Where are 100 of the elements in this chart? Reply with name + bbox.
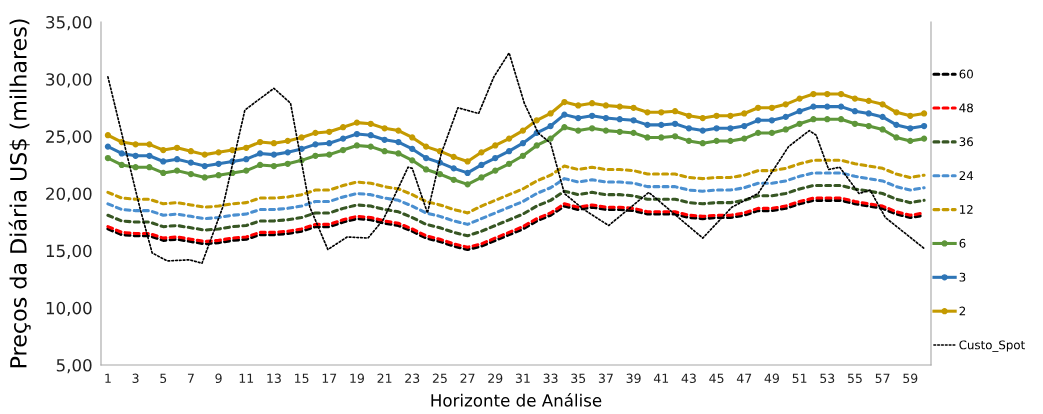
point [146, 152, 153, 159]
point [630, 104, 637, 111]
point [588, 100, 596, 107]
x-tick-label: 9 [215, 373, 222, 384]
legend-label: 6 [959, 238, 966, 248]
x-tick-label: 51 [792, 373, 807, 384]
x-tick-label: 29 [488, 373, 503, 384]
point [741, 110, 748, 117]
point [409, 157, 416, 164]
point [160, 169, 167, 177]
x-tick-label: 11 [239, 373, 254, 383]
point [146, 164, 153, 171]
point [547, 135, 554, 142]
point [616, 116, 623, 123]
point [920, 110, 928, 117]
point [326, 151, 333, 158]
point [602, 102, 610, 109]
point [256, 150, 264, 157]
point [893, 134, 900, 141]
point [436, 170, 444, 178]
point [533, 117, 540, 124]
point [768, 104, 776, 111]
y-axis-title: Preços da Diária US$ (milhares) [8, 19, 31, 368]
x-tick-label: 1 [105, 373, 111, 383]
point [312, 152, 319, 159]
point [118, 150, 125, 157]
x-tick-label: 31 [515, 373, 530, 384]
point [727, 125, 734, 132]
point [464, 181, 471, 188]
point [492, 167, 499, 174]
x-tick-label: 17 [322, 373, 337, 383]
point [713, 125, 720, 132]
point [395, 127, 402, 134]
x-tick-label: 13 [267, 373, 281, 384]
x-tick-label: 25 [432, 373, 447, 384]
point [658, 109, 665, 116]
x-axis-title: Horizonte de Análise [431, 393, 602, 407]
x-tick-label: 55 [847, 373, 862, 384]
point [367, 132, 374, 139]
y-tick-label: 5,00 [56, 358, 92, 374]
point [381, 148, 388, 155]
point [741, 135, 748, 142]
point [298, 134, 305, 141]
point [104, 143, 112, 150]
point [367, 143, 374, 150]
point [754, 129, 762, 137]
point [215, 172, 222, 179]
point [782, 101, 789, 108]
point [658, 134, 665, 141]
point [353, 142, 361, 149]
point [505, 160, 513, 167]
point [547, 110, 554, 117]
x-tick-label: 23 [405, 373, 420, 384]
point [616, 103, 623, 110]
y-tick-label: 35,00 [46, 15, 92, 31]
line-series [106, 158, 926, 215]
point [685, 112, 693, 119]
point [395, 150, 402, 157]
point [630, 117, 637, 124]
point [381, 125, 388, 132]
point [685, 125, 693, 132]
legend-label: 36 [959, 137, 973, 147]
legend-label: 60 [959, 69, 973, 79]
point [851, 120, 859, 127]
point [837, 116, 845, 123]
point [727, 112, 734, 119]
point [187, 148, 195, 155]
point [616, 128, 623, 135]
point [907, 137, 914, 145]
point [422, 166, 430, 173]
point [173, 144, 181, 151]
point [284, 149, 291, 156]
point [339, 135, 347, 142]
point [464, 169, 471, 177]
point [768, 117, 776, 124]
point [229, 146, 236, 154]
point [699, 140, 706, 147]
point [173, 167, 181, 174]
point [505, 148, 513, 155]
point [602, 114, 610, 122]
point [312, 141, 319, 148]
point [685, 137, 693, 145]
point [104, 132, 112, 139]
point [353, 119, 361, 126]
point [326, 128, 333, 135]
point [132, 152, 139, 159]
point [243, 144, 250, 151]
point [561, 111, 568, 118]
x-tick-label: 5 [160, 373, 167, 384]
point [104, 154, 112, 162]
point [824, 116, 831, 123]
x-tick-label: 59 [903, 373, 918, 384]
point [588, 112, 596, 119]
point [409, 134, 416, 141]
point [893, 121, 900, 129]
line-series [107, 52, 925, 265]
point [201, 174, 208, 181]
point [519, 140, 527, 147]
y-tick-label: 25,00 [46, 130, 92, 145]
point [132, 164, 139, 171]
